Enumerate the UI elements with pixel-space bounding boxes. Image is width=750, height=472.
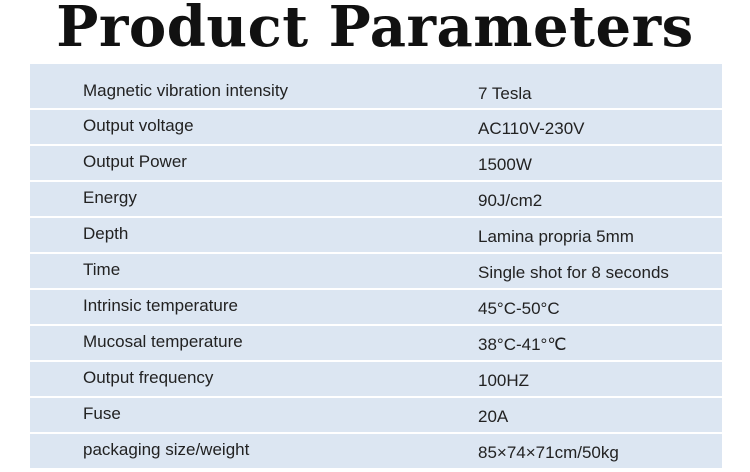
parameter-name: Output frequency [83, 368, 214, 387]
parameter-name: packaging size/weight [83, 440, 250, 459]
table-row: packaging size/weight 85×74×71cm/50kg [30, 434, 722, 470]
parameter-name: Time [83, 260, 121, 279]
parameter-value: 38°C-41°℃ [478, 335, 567, 354]
parameter-value: 7 Tesla [478, 84, 532, 103]
parameter-value: AC110V-230V [478, 119, 585, 138]
table-row: Output voltage AC110V-230V [30, 110, 722, 146]
table-row: Intrinsic temperature 45°C-50°C [30, 290, 722, 326]
parameter-name: Mucosal temperature [83, 332, 243, 351]
table-row: Time Single shot for 8 seconds [30, 254, 722, 290]
table-row: Output frequency 100HZ [30, 362, 722, 398]
parameter-name: Magnetic vibration intensity [83, 81, 289, 100]
table-row: Mucosal temperature 38°C-41°℃ [30, 326, 722, 362]
parameter-name: Output voltage [83, 116, 194, 135]
parameter-value: 1500W [478, 155, 532, 174]
parameter-value: 20A [478, 407, 509, 426]
parameter-value: Single shot for 8 seconds [478, 263, 669, 282]
parameter-value: 85×74×71cm/50kg [478, 443, 619, 462]
table-row: Fuse 20A [30, 398, 722, 434]
parameter-value: 90J/cm2 [478, 191, 543, 210]
parameter-name: Output Power [83, 152, 187, 171]
parameter-name: Intrinsic temperature [83, 296, 238, 315]
parameter-value: 100HZ [478, 371, 530, 390]
page-title: Product Parameters [56, 0, 694, 60]
parameter-name: Depth [83, 224, 129, 243]
table-row: Depth Lamina propria 5mm [30, 218, 722, 254]
table-row: Output Power 1500W [30, 146, 722, 182]
parameter-value: 45°C-50°C [478, 299, 560, 318]
parameter-value: Lamina propria 5mm [478, 227, 634, 246]
parameter-name: Fuse [83, 404, 121, 423]
table-row: Magnetic vibration intensity 7 Tesla [30, 64, 722, 110]
parameter-name: Energy [83, 188, 137, 207]
parameter-table: Magnetic vibration intensity 7 Tesla Outpu… [30, 64, 722, 470]
table-row: Energy 90J/cm2 [30, 182, 722, 218]
